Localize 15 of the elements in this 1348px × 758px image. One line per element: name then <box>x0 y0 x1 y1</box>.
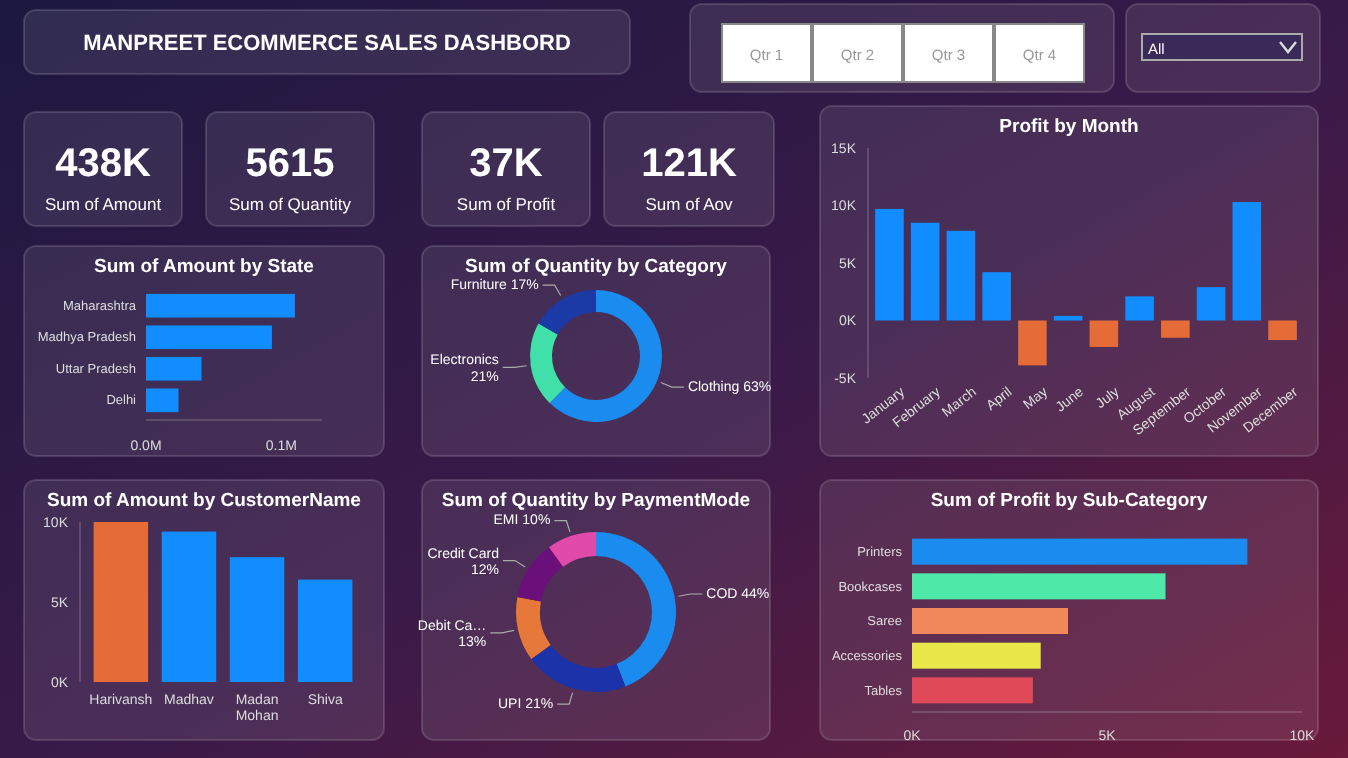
chart-title: Sum of Profit by Sub-Category <box>930 490 1209 512</box>
chart-title: Sum of Quantity by Category <box>465 256 729 278</box>
chart-title: Sum of Amount by State <box>94 256 314 278</box>
text: 5615 <box>245 142 335 186</box>
text: 37K <box>469 142 544 186</box>
text: 121K <box>641 142 738 186</box>
chart-title: Sum of Quantity by PaymentMode <box>441 490 751 512</box>
chart-title: Profit by Month <box>999 116 1140 138</box>
text: Sum of Quantity <box>229 194 353 214</box>
text: 438K <box>55 142 152 186</box>
chart-title: Sum of Amount by CustomerName <box>47 490 361 512</box>
text: Sum of Aov <box>645 194 734 214</box>
text: Sum of Profit <box>456 194 557 214</box>
text: MANPREET ECOMMERCE SALES DASHBORD <box>83 32 571 56</box>
text: Sum of Amount <box>44 194 163 214</box>
